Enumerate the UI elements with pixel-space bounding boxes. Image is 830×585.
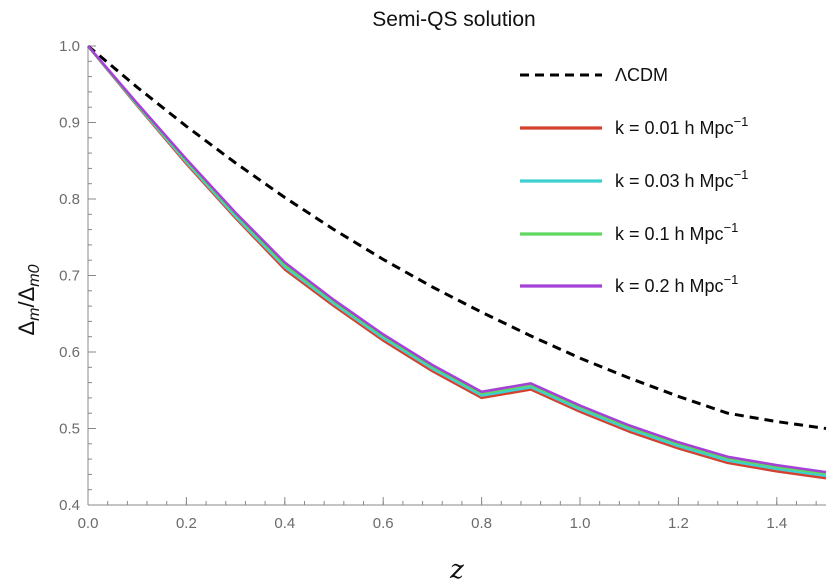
y-tick-label: 1.0 (59, 38, 80, 55)
ylabel-slash: /Δ (14, 286, 39, 307)
y-tick-label: 0.9 (59, 115, 80, 132)
legend-entry-3: k = 0.1 h Mpc−1 (615, 220, 738, 244)
x-tick-label: 1.2 (668, 515, 689, 532)
x-tick-label: 0.6 (373, 515, 394, 532)
legend-label-text: ΛCDM (615, 65, 668, 85)
y-axis-label: Δm/Δm0 (14, 264, 43, 335)
ylabel-sub1: m (26, 308, 43, 321)
legend-label-text: k = 0.1 h Mpc (615, 224, 724, 244)
legend-label-sup: −1 (734, 114, 749, 129)
ylabel-sub2: m0 (26, 264, 43, 286)
series-line-4 (87, 45, 827, 474)
x-tick-label: 0.0 (78, 515, 99, 532)
x-tick-label: 1.0 (570, 515, 591, 532)
axes: 0.4 0.5 0.6 0.7 0.8 0.9 1.0 0.0 0.2 0.4 0.6 0.8 1.0 1… (59, 38, 826, 532)
legend-entry-1: k = 0.01 h Mpc−1 (615, 114, 748, 138)
y-tick-label: 0.5 (59, 421, 80, 438)
x-tick-label: 0.8 (471, 515, 492, 532)
series-layer (86, 44, 827, 480)
y-tick-label: 0.4 (59, 497, 80, 514)
svg-text:Δm/Δm0: Δm/Δm0 (14, 264, 43, 335)
x-axis-label: z (449, 555, 464, 585)
y-tick-label: 0.8 (59, 191, 80, 208)
x-tick-label: 0.4 (274, 515, 295, 532)
legend-label-text: k = 0.2 h Mpc (615, 276, 724, 296)
chart-title: Semi-QS solution (372, 8, 535, 31)
legend-entry-2: k = 0.03 h Mpc−1 (615, 167, 748, 191)
series-line-3 (87, 45, 827, 475)
series-line-2 (87, 45, 827, 478)
legend-entry-0: ΛCDM (615, 65, 668, 85)
legend-label-sup: −1 (724, 272, 739, 287)
series-line-1 (86, 45, 827, 480)
y-tick-label: 0.7 (59, 268, 80, 285)
y-tick-label: 0.6 (59, 344, 80, 361)
x-tick-label: 1.4 (766, 515, 787, 532)
legend-label-text: k = 0.01 h Mpc (615, 118, 734, 138)
ylabel-delta: Δ (14, 321, 39, 336)
series-line-0 (87, 44, 827, 430)
legend-label-sup: −1 (724, 220, 739, 235)
legend-entry-4: k = 0.2 h Mpc−1 (615, 272, 738, 296)
x-tick-label: 0.2 (176, 515, 197, 532)
legend-label-sup: −1 (734, 167, 749, 182)
legend-label-text: k = 0.03 h Mpc (615, 171, 734, 191)
